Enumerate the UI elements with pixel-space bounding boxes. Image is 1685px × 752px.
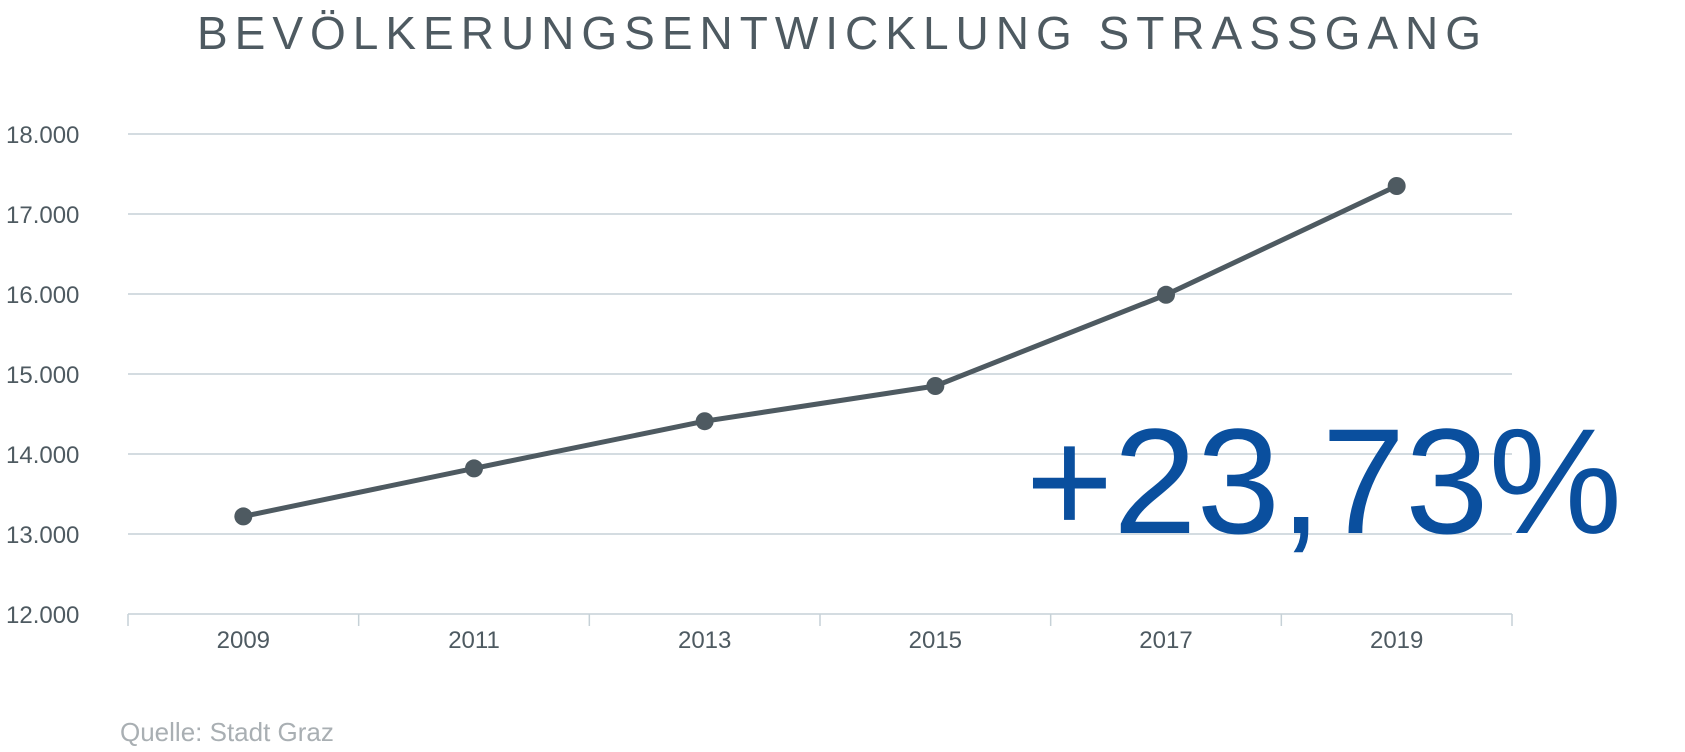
y-tick-label: 12.000: [6, 602, 79, 629]
x-tick-label: 2015: [909, 627, 962, 654]
x-tick-label: 2009: [217, 627, 270, 654]
data-point: [234, 507, 253, 526]
growth-annotation: +23,73%: [1026, 397, 1622, 565]
y-tick-label: 13.000: [6, 522, 79, 549]
data-point: [695, 412, 714, 431]
x-tick-label: 2013: [678, 627, 731, 654]
x-tick-label: 2011: [448, 627, 500, 654]
y-tick-label: 14.000: [6, 442, 79, 469]
y-tick-label: 16.000: [6, 282, 79, 309]
data-point: [465, 459, 483, 478]
chart-title: BEVÖLKERUNGSENTWICKLUNG STRASSGANG: [196, 7, 1489, 59]
data-point: [926, 377, 945, 395]
x-tick-label: 2019: [1370, 627, 1423, 654]
y-tick-label: 15.000: [6, 362, 79, 389]
data-point: [1157, 285, 1175, 304]
series-line: [242, 183, 1398, 519]
y-tick-label: 17.000: [6, 202, 79, 229]
x-tick-label: 2017: [1139, 627, 1192, 654]
y-tick-label: 18.000: [6, 122, 79, 149]
data-point: [1387, 177, 1406, 195]
source-note: Quelle: Stadt Graz: [120, 717, 334, 747]
